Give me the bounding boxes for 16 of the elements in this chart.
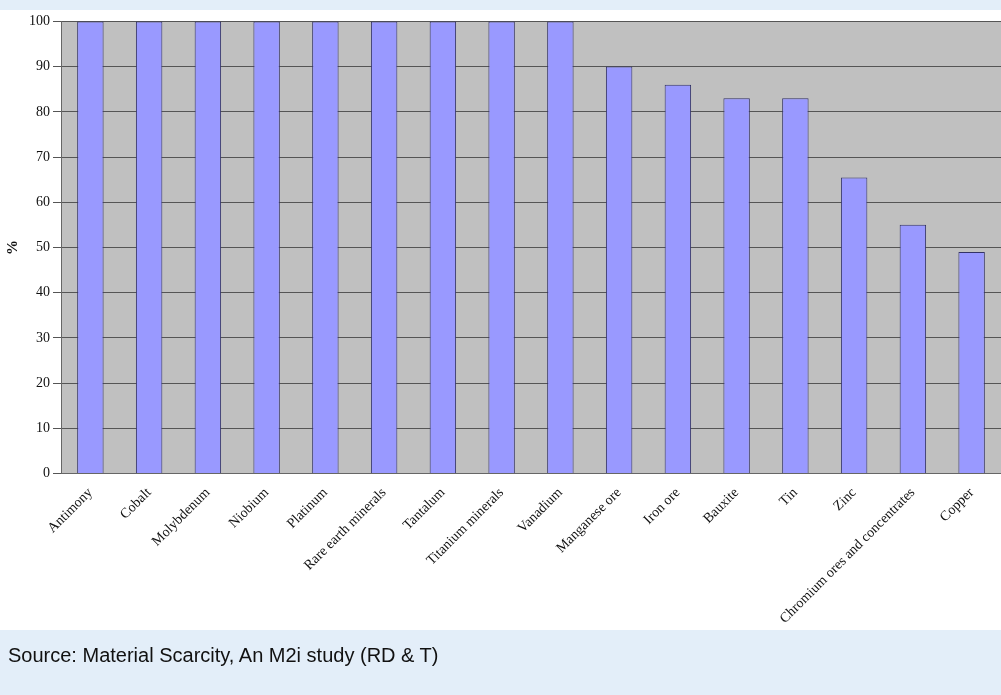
x-tick-label: Zinc xyxy=(830,484,859,514)
y-tick-label: 0 xyxy=(43,465,50,481)
y-tick-label: 20 xyxy=(36,374,50,390)
y-tick-label: 50 xyxy=(36,239,50,255)
y-axis-title: % xyxy=(3,239,20,255)
y-tick-label: 70 xyxy=(36,148,50,164)
y-tick-label: 60 xyxy=(36,193,50,209)
y-tick-label: 30 xyxy=(36,329,50,345)
y-tick-label: 10 xyxy=(36,420,50,435)
x-tick-label: Tin xyxy=(776,484,801,509)
y-tick-label: 80 xyxy=(36,103,50,119)
y-tick-label: 100 xyxy=(29,13,50,29)
y-tick-label: 90 xyxy=(36,58,50,74)
x-tick-label: Iron ore xyxy=(640,484,683,527)
y-tick-label: 40 xyxy=(36,284,50,300)
source-note: Source: Material Scarcity, An M2i study (RD & T) xyxy=(7,643,440,667)
